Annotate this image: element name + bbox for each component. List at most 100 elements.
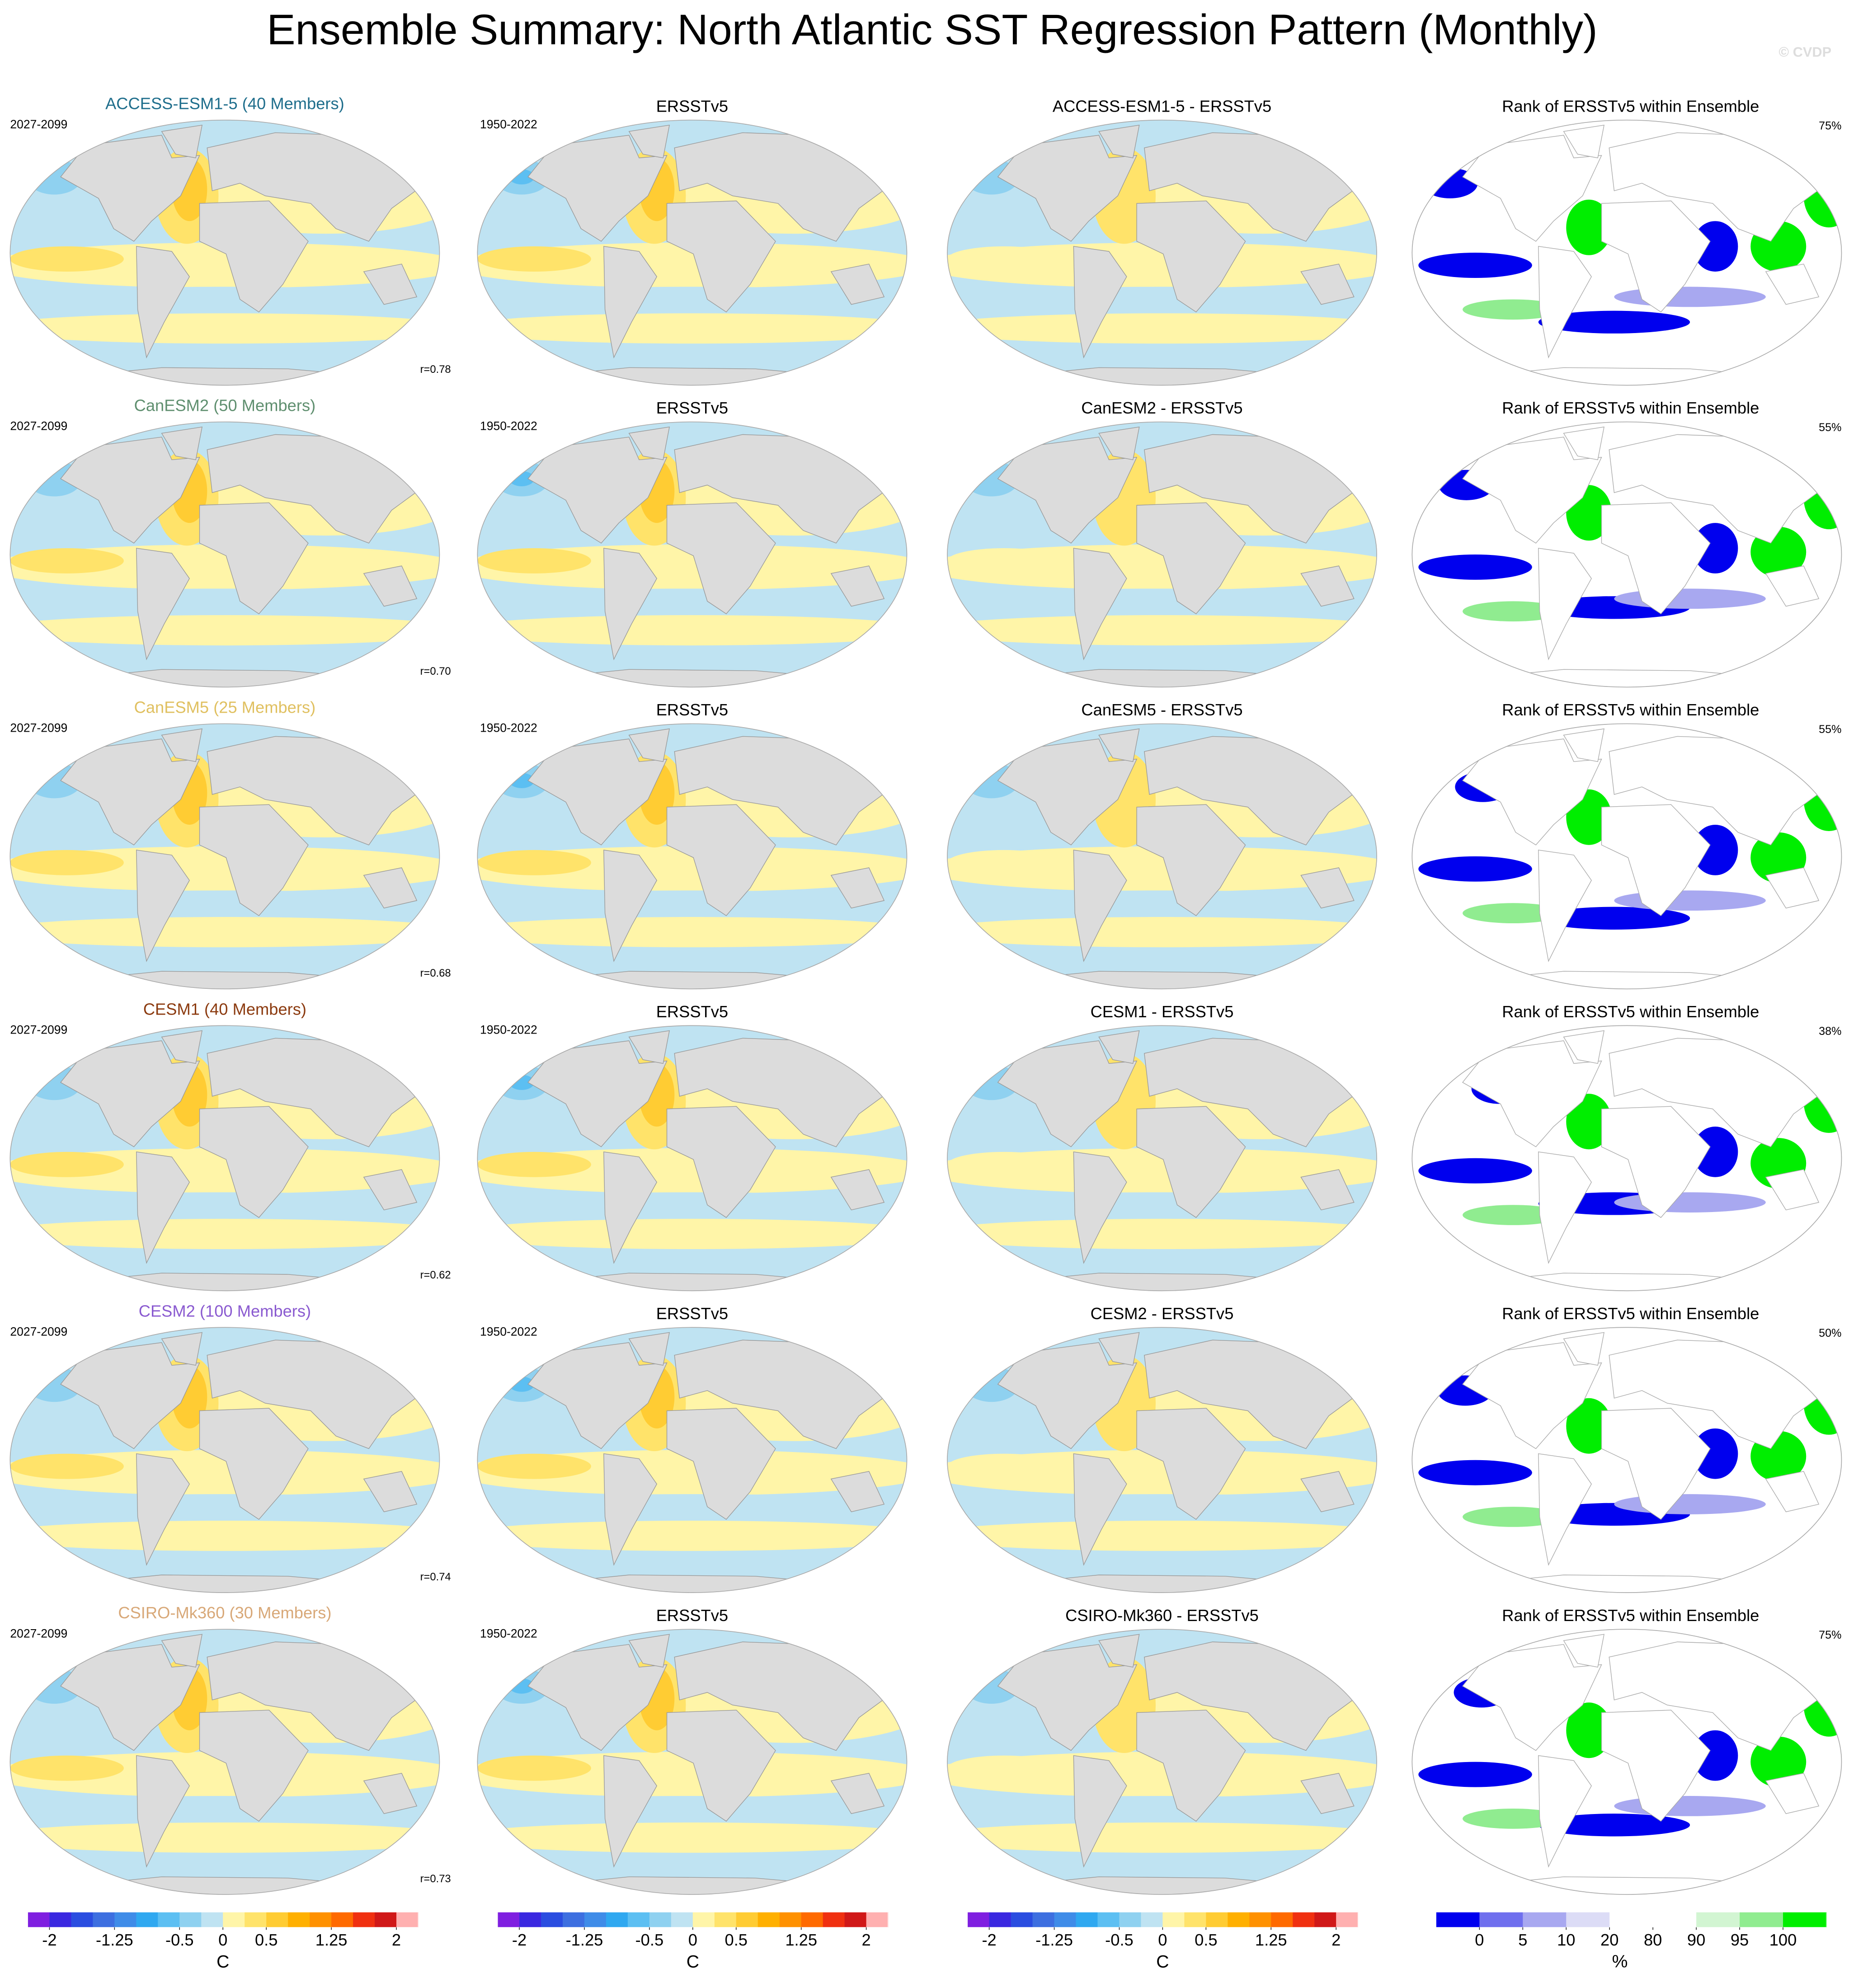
- colorbar-box: [1783, 1912, 1827, 1927]
- land: [830, 1169, 885, 1211]
- land: [199, 502, 309, 615]
- colorbar-tick-label: 1.25: [785, 1931, 817, 1949]
- colorbar-tick-label: 0: [688, 1931, 697, 1949]
- land: [628, 1634, 670, 1668]
- land: [60, 738, 200, 846]
- pattern-correlation: r=0.74: [420, 1571, 451, 1583]
- land: [136, 850, 190, 963]
- rank-percent: 55%: [1819, 723, 1841, 736]
- colorbar-frame: [1436, 1912, 1827, 1928]
- land: [1300, 565, 1355, 607]
- land: [997, 1644, 1138, 1751]
- colorbar-box: [714, 1912, 737, 1927]
- land: [363, 1772, 418, 1814]
- colorbar-box: [627, 1912, 650, 1927]
- land: [363, 1169, 418, 1211]
- colorbar-unit: C: [687, 1952, 699, 1971]
- cool-band: [477, 1192, 907, 1213]
- land: [161, 124, 203, 159]
- colorbar-unit: C: [216, 1952, 229, 1971]
- map-panel: [1411, 1025, 1842, 1292]
- rank-region: [1566, 1094, 1612, 1150]
- land: [199, 1106, 309, 1218]
- rank-percent: 50%: [1819, 1327, 1841, 1339]
- map-field: [477, 1327, 907, 1593]
- colorbar-box: [1097, 1912, 1120, 1927]
- land: [666, 1408, 776, 1520]
- land: [1601, 1408, 1711, 1520]
- rank-region: [1463, 299, 1564, 320]
- land: [666, 1710, 776, 1822]
- colorbar-tick-label: 2: [1331, 1931, 1341, 1949]
- warm-band: [947, 548, 1061, 573]
- colorbar-tick-label: -1.25: [1035, 1931, 1073, 1949]
- land: [199, 200, 309, 313]
- land: [363, 1471, 418, 1513]
- warm-band: [477, 917, 907, 948]
- land: [1098, 728, 1140, 762]
- land: [830, 867, 885, 909]
- colorbar-box: [266, 1912, 289, 1927]
- map-panel: [9, 723, 440, 990]
- colorbar-box: [866, 1912, 889, 1927]
- rank-region: [1463, 903, 1564, 924]
- colorbar-box: [584, 1912, 607, 1927]
- rank-region: [1614, 1796, 1766, 1816]
- warm-band: [947, 1218, 1377, 1250]
- land: [603, 246, 658, 359]
- land: [1601, 1710, 1711, 1822]
- colorbar-box: [1141, 1912, 1163, 1927]
- map-panel: [947, 421, 1377, 688]
- warm-band: [947, 615, 1377, 646]
- land: [1136, 1408, 1246, 1520]
- colorbar-tick-label: 0: [1475, 1931, 1484, 1949]
- land: [1601, 502, 1711, 615]
- colorbar-box: [93, 1912, 115, 1927]
- rank-region: [1418, 1762, 1532, 1787]
- land: [603, 1755, 658, 1868]
- land: [1765, 1772, 1820, 1814]
- warm-band: [477, 548, 591, 573]
- colorbar-box: [1271, 1912, 1294, 1927]
- land: [1300, 1471, 1355, 1513]
- warm-band: [477, 1520, 907, 1551]
- colorbar-box: [967, 1912, 990, 1927]
- land: [161, 1332, 203, 1366]
- map-field: [947, 724, 1377, 989]
- map-panel: [1411, 1327, 1842, 1593]
- land: [1538, 246, 1592, 359]
- land: [1601, 1106, 1711, 1218]
- colorbar-tick-label: 0.5: [255, 1931, 278, 1949]
- land: [527, 1876, 857, 1895]
- map-field: [947, 120, 1377, 385]
- land: [199, 1710, 309, 1822]
- land: [363, 263, 418, 305]
- land: [136, 1755, 190, 1868]
- land: [1073, 1755, 1127, 1868]
- land: [997, 135, 1138, 242]
- panel-title: CanESM2 - ERSSTv5: [1081, 399, 1242, 417]
- land: [527, 1574, 857, 1593]
- colorbar-box: [396, 1912, 419, 1927]
- land: [1765, 1169, 1820, 1211]
- warm-band: [10, 1151, 124, 1177]
- land: [666, 1106, 776, 1218]
- colorbar-tick-label: -1.25: [96, 1931, 133, 1949]
- land: [136, 246, 190, 359]
- land: [1462, 738, 1602, 846]
- map-field: [10, 1327, 440, 1593]
- land: [997, 437, 1138, 544]
- map-outline: [9, 1629, 440, 1895]
- model-title: CanESM2 (50 Members): [134, 396, 316, 415]
- land: [1765, 1471, 1820, 1513]
- land: [527, 669, 857, 687]
- map-panel: [947, 723, 1377, 990]
- panel-title: Rank of ERSSTv5 within Ensemble: [1502, 1606, 1759, 1625]
- period-label: 1950-2022: [480, 721, 537, 735]
- map-outline: [477, 421, 908, 688]
- land: [527, 1342, 668, 1449]
- colorbar-tick-label: 5: [1518, 1931, 1527, 1949]
- land: [1538, 548, 1592, 661]
- map-panel: [947, 1025, 1377, 1292]
